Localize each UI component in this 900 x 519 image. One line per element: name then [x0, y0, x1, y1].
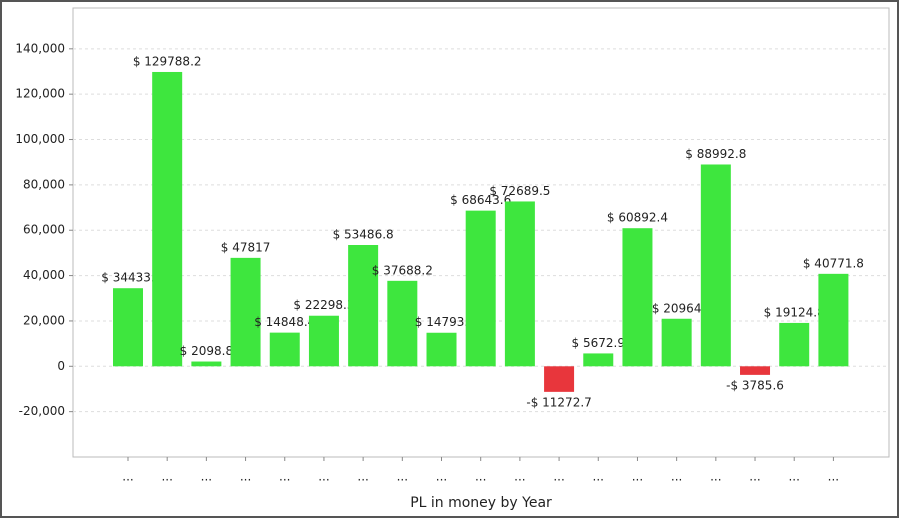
value-label: $ 14793.: [415, 315, 468, 329]
bar: [230, 257, 261, 367]
x-tick-label: ...: [318, 470, 329, 484]
value-label: $ 20964: [652, 301, 702, 315]
value-label: $ 53486.8: [333, 228, 394, 242]
bar: [818, 273, 849, 367]
y-tick-label: 80,000: [23, 177, 65, 191]
value-label: $ 37688.2: [372, 263, 433, 277]
bar: [740, 366, 771, 375]
x-tick-label: ...: [671, 470, 682, 484]
x-tick-label: ...: [553, 470, 564, 484]
bar: [269, 332, 300, 367]
x-tick-label: ...: [632, 470, 643, 484]
value-label: $ 19124.8: [764, 305, 825, 319]
bar: [544, 366, 575, 392]
x-tick-label: ...: [475, 470, 486, 484]
x-tick-label: ...: [279, 470, 290, 484]
value-label: $ 72689.5: [489, 184, 550, 198]
x-axis-label: PL in money by Year: [410, 495, 552, 511]
x-tick-label: ...: [397, 470, 408, 484]
value-label: $ 60892.4: [607, 211, 668, 225]
value-label: $ 22298.3: [293, 298, 354, 312]
value-label: -$ 11272.7: [526, 395, 591, 409]
bar: [504, 201, 535, 367]
bar: [465, 210, 496, 367]
bar: [583, 353, 614, 367]
value-label: $ 5672.9: [572, 336, 625, 350]
bar: [779, 322, 810, 367]
value-label: $ 129788.2: [133, 54, 202, 68]
bar: [426, 332, 457, 367]
x-tick-label: ...: [240, 470, 251, 484]
x-tick-label: ...: [161, 470, 172, 484]
y-tick-label: 60,000: [23, 223, 65, 237]
x-tick-label: ...: [436, 470, 447, 484]
value-label: $ 2098.8: [180, 344, 233, 358]
y-tick-label: 40,000: [23, 268, 65, 282]
bar: [191, 361, 222, 367]
bar: [308, 315, 339, 367]
x-tick-label: ...: [710, 470, 721, 484]
x-tick-label: ...: [828, 470, 839, 484]
x-tick-label: ...: [788, 470, 799, 484]
x-tick-label: ...: [122, 470, 133, 484]
value-label: $ 88992.8: [685, 147, 746, 161]
bar: [112, 288, 143, 367]
bar: [387, 280, 418, 367]
y-tick-label: 20,000: [23, 313, 65, 327]
value-label: $ 40771.8: [803, 256, 864, 270]
x-tick-label: ...: [593, 470, 604, 484]
bar: [152, 71, 183, 367]
bar: [622, 228, 653, 367]
value-label: $ 68643.6: [450, 193, 511, 207]
value-label: -$ 3785.6: [726, 378, 784, 392]
x-tick-label: ...: [749, 470, 760, 484]
bar: [661, 318, 692, 367]
y-tick-label: 100,000: [15, 132, 65, 146]
y-tick-label: 0: [57, 359, 65, 373]
bar: [700, 164, 731, 367]
value-label: $ 34433.: [101, 271, 154, 285]
y-tick-label: 140,000: [15, 41, 65, 55]
value-label: $ 47817: [221, 240, 271, 254]
bar: [348, 245, 379, 367]
x-tick-label: ...: [357, 470, 368, 484]
x-tick-label: ...: [514, 470, 525, 484]
x-tick-label: ...: [201, 470, 212, 484]
y-tick-label: -20,000: [19, 404, 65, 418]
y-tick-label: 120,000: [15, 87, 65, 101]
value-label: $ 14848.4: [254, 315, 315, 329]
